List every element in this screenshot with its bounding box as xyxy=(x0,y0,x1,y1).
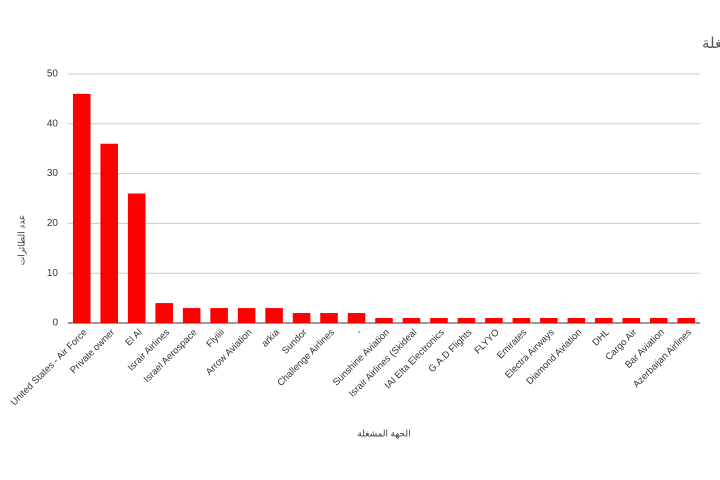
y-axis-label: عدد الطائرات xyxy=(16,215,26,265)
bar xyxy=(567,318,586,323)
bar xyxy=(595,318,613,323)
bar xyxy=(72,93,91,323)
bar xyxy=(182,308,201,323)
bar xyxy=(237,308,256,323)
chart-title: توزيع الطائرات الظاهرة على أرض مطار بن غ… xyxy=(702,33,720,52)
bar xyxy=(265,308,283,323)
bar xyxy=(457,318,476,323)
bar xyxy=(127,193,146,323)
bar xyxy=(375,318,393,323)
y-tick-label: 40 xyxy=(47,118,59,129)
bar xyxy=(402,318,421,323)
y-tick-label: 0 xyxy=(52,318,58,329)
bar xyxy=(347,313,366,323)
bar xyxy=(512,318,531,323)
y-tick-label: 10 xyxy=(47,268,59,279)
x-axis-label: الجهة المشغلة xyxy=(357,428,410,438)
y-tick-label: 20 xyxy=(47,218,59,229)
bar xyxy=(210,308,228,323)
bar xyxy=(430,318,448,323)
bar xyxy=(540,318,558,323)
bar xyxy=(485,318,503,323)
bar xyxy=(677,318,696,323)
bar xyxy=(622,318,641,323)
y-tick-label: 30 xyxy=(47,168,59,179)
y-tick-label: 50 xyxy=(47,69,59,80)
bar xyxy=(649,318,668,323)
bar xyxy=(292,313,311,323)
bar xyxy=(155,303,173,323)
bar xyxy=(320,313,338,323)
x-tick-label: - xyxy=(354,327,364,337)
bar xyxy=(100,143,119,323)
